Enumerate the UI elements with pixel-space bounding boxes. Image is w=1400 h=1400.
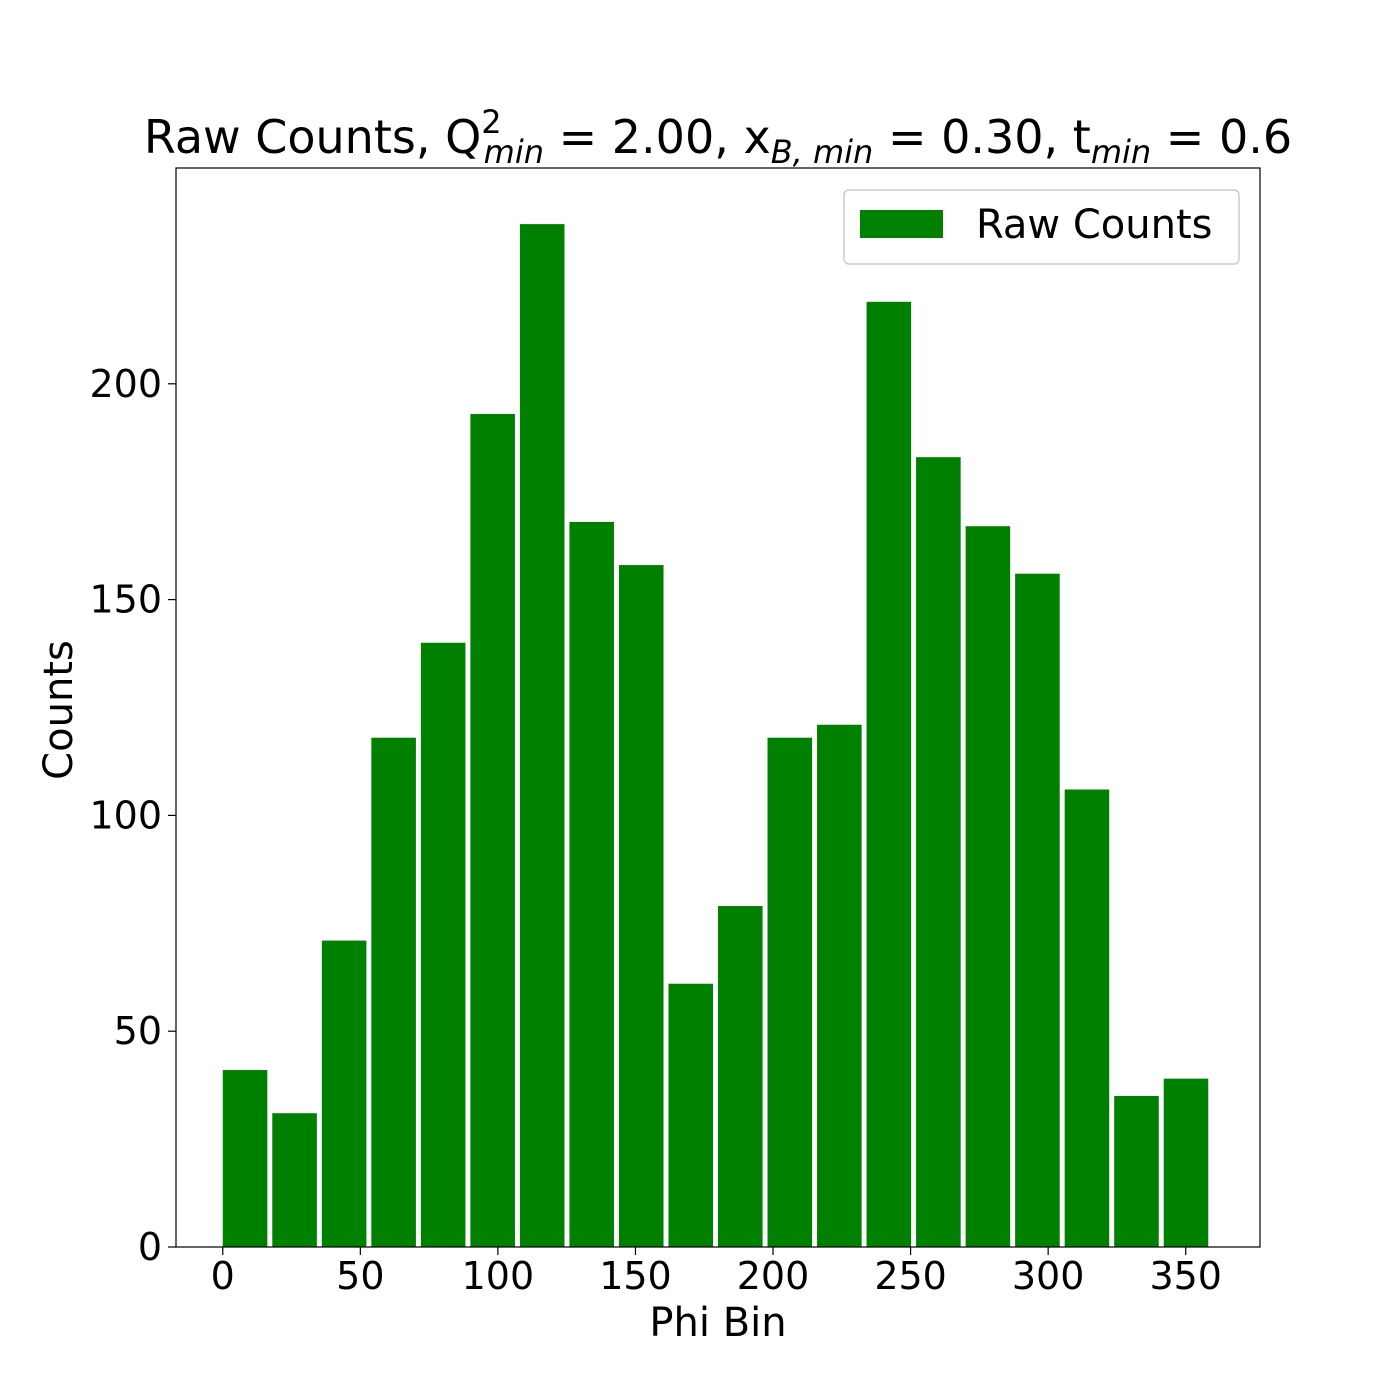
bar [916, 457, 961, 1247]
bar [420, 642, 466, 1247]
bar [1015, 573, 1060, 1247]
legend-box [843, 189, 1240, 265]
y-tick-label: 50 [114, 1009, 162, 1053]
bar [668, 983, 714, 1247]
x-tick-label: 100 [462, 1254, 535, 1298]
bar [767, 737, 813, 1247]
x-axis-ticks: 0 50 100 150 200 250 300 350 [211, 1247, 1222, 1298]
plot-frame [175, 167, 1261, 1248]
bar [718, 906, 763, 1247]
x-axis-label: Phi Bin [649, 1300, 786, 1346]
bar [965, 526, 1011, 1247]
bar [222, 1070, 268, 1247]
y-tick-label: 150 [89, 578, 162, 622]
x-tick-label: 350 [1149, 1254, 1222, 1298]
x-tick-label: 300 [1012, 1254, 1085, 1298]
bar [321, 940, 367, 1247]
y-tick-label: 100 [89, 793, 162, 837]
bar [272, 1113, 317, 1247]
bars-group [222, 224, 1209, 1248]
bar [1114, 1095, 1159, 1247]
x-tick-label: 250 [874, 1254, 947, 1298]
bar [569, 521, 615, 1247]
x-tick-label: 50 [336, 1254, 384, 1298]
legend-swatch [860, 210, 943, 238]
bar [1064, 789, 1110, 1247]
bar [371, 737, 416, 1247]
bar [519, 224, 565, 1247]
bar [817, 724, 862, 1247]
y-tick-label: 0 [138, 1225, 162, 1269]
y-axis-label: Counts [36, 640, 82, 780]
y-tick-label: 200 [89, 362, 162, 406]
legend: Raw Counts [843, 189, 1240, 265]
bar [618, 565, 664, 1247]
y-axis-ticks: 0 50 100 150 200 [89, 362, 176, 1269]
bar [470, 414, 515, 1248]
x-tick-label: 200 [737, 1254, 810, 1298]
x-tick-label: 0 [211, 1254, 235, 1298]
bar [1163, 1078, 1209, 1247]
bar [866, 301, 912, 1247]
chart-title: Raw Counts, Q2 min = 2.00, xB, min = 0.30… [144, 103, 1292, 171]
x-tick-label: 150 [599, 1254, 672, 1298]
legend-label: Raw Counts [976, 202, 1212, 248]
